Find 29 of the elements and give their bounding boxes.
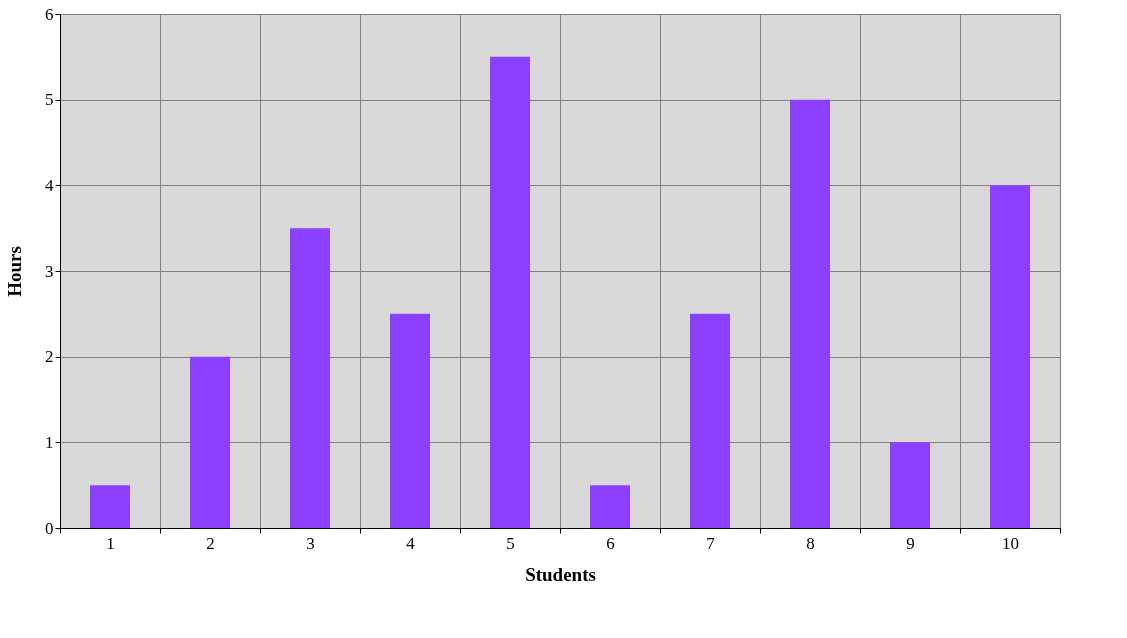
bar <box>990 185 1030 528</box>
y-tick-label: 6 <box>45 4 54 24</box>
bar <box>690 313 730 528</box>
x-tick-label: 3 <box>306 533 315 553</box>
x-axis-title: Students <box>525 563 596 585</box>
y-tick-label: 1 <box>45 432 54 452</box>
bar <box>490 56 530 528</box>
y-tick-label: 3 <box>45 261 54 281</box>
x-tick-label: 2 <box>206 533 215 553</box>
bar <box>190 356 230 528</box>
y-tick-label: 2 <box>45 347 54 367</box>
x-tick-label: 8 <box>806 533 815 553</box>
y-tick-label: 4 <box>45 175 54 195</box>
bar <box>790 99 830 528</box>
y-tick-label: 0 <box>45 518 54 538</box>
bar <box>90 485 130 528</box>
bar <box>390 313 430 528</box>
x-tick-label: 9 <box>906 533 915 553</box>
x-tick-label: 10 <box>1002 533 1019 553</box>
bar <box>590 485 630 528</box>
bar <box>290 228 330 528</box>
x-tick-label: 5 <box>506 533 515 553</box>
y-tick-label: 5 <box>45 90 54 110</box>
x-tick-label: 6 <box>606 533 615 553</box>
y-axis-title: Hours <box>4 246 25 297</box>
x-tick-label: 4 <box>406 533 416 553</box>
x-tick-label: 1 <box>106 533 115 553</box>
x-tick-label: 7 <box>706 533 716 553</box>
bar <box>890 442 930 528</box>
